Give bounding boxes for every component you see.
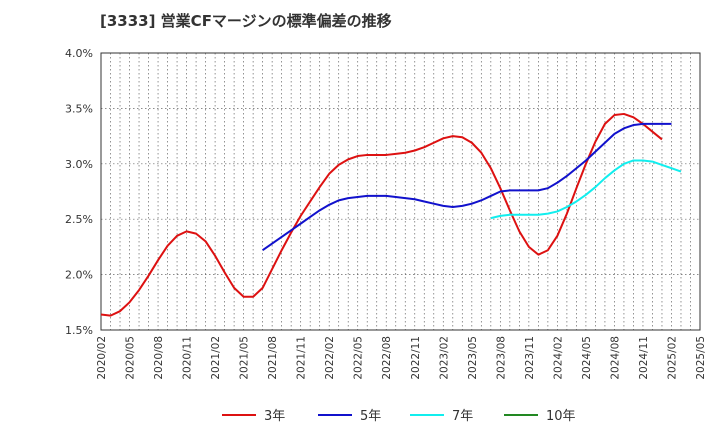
x-tick-label: 2021/05 (239, 336, 251, 380)
legend-label-0: 3年 (264, 409, 285, 424)
y-tick-label: 3.5% (65, 102, 93, 115)
x-tick-label: 2020/08 (153, 336, 165, 380)
y-tick-label: 2.5% (65, 213, 93, 226)
x-tick-label: 2020/05 (125, 336, 137, 380)
x-tick-label: 2021/02 (210, 336, 222, 380)
x-tick-label: 2020/11 (182, 336, 194, 380)
legend: 3年 5年 7年 10年 (222, 409, 576, 424)
x-tick-label: 2022/05 (353, 336, 365, 380)
x-tick-label: 2025/02 (666, 336, 678, 380)
legend-label-3: 10年 (546, 409, 576, 424)
legend-label-1: 5年 (360, 409, 381, 424)
x-tick-label: 2024/02 (552, 336, 564, 380)
x-tick-label: 2025/05 (695, 336, 707, 380)
x-tick-label: 2022/11 (410, 336, 422, 380)
x-tick-label: 2022/08 (381, 336, 393, 380)
x-tick-label: 2023/02 (438, 336, 450, 380)
plot-area: 1.5% 2.0% 2.5% 3.0% 3.5% 4.0% 2020/02 2020/05 20… (65, 47, 707, 380)
x-tick-label: 2023/05 (467, 336, 479, 380)
x-tick-label: 2024/11 (638, 336, 650, 380)
series-line-1 (262, 122, 672, 252)
x-tick-label: 2024/08 (609, 336, 621, 380)
x-tick-label: 2021/08 (267, 336, 279, 380)
x-tick-label: 2021/11 (296, 336, 308, 380)
y-tick-label: 4.0% (65, 47, 93, 60)
x-tick-label: 2024/05 (581, 336, 593, 380)
legend-label-2: 7年 (452, 409, 473, 424)
chart-title: [3333] 営業CFマージンの標準偏差の推移 (100, 12, 392, 30)
plot-border (100, 52, 701, 331)
y-tick-label: 3.0% (65, 158, 93, 171)
series-line-2 (490, 159, 682, 220)
x-tick-label: 2022/02 (324, 336, 336, 380)
series-line-0 (100, 112, 663, 317)
x-tick-label: 2023/11 (524, 336, 536, 380)
y-tick-label: 2.0% (65, 269, 93, 282)
x-tick-label: 2020/02 (96, 336, 108, 380)
y-tick-label: 1.5% (65, 324, 93, 337)
x-tick-label: 2023/08 (495, 336, 507, 380)
plot-background (101, 53, 700, 330)
